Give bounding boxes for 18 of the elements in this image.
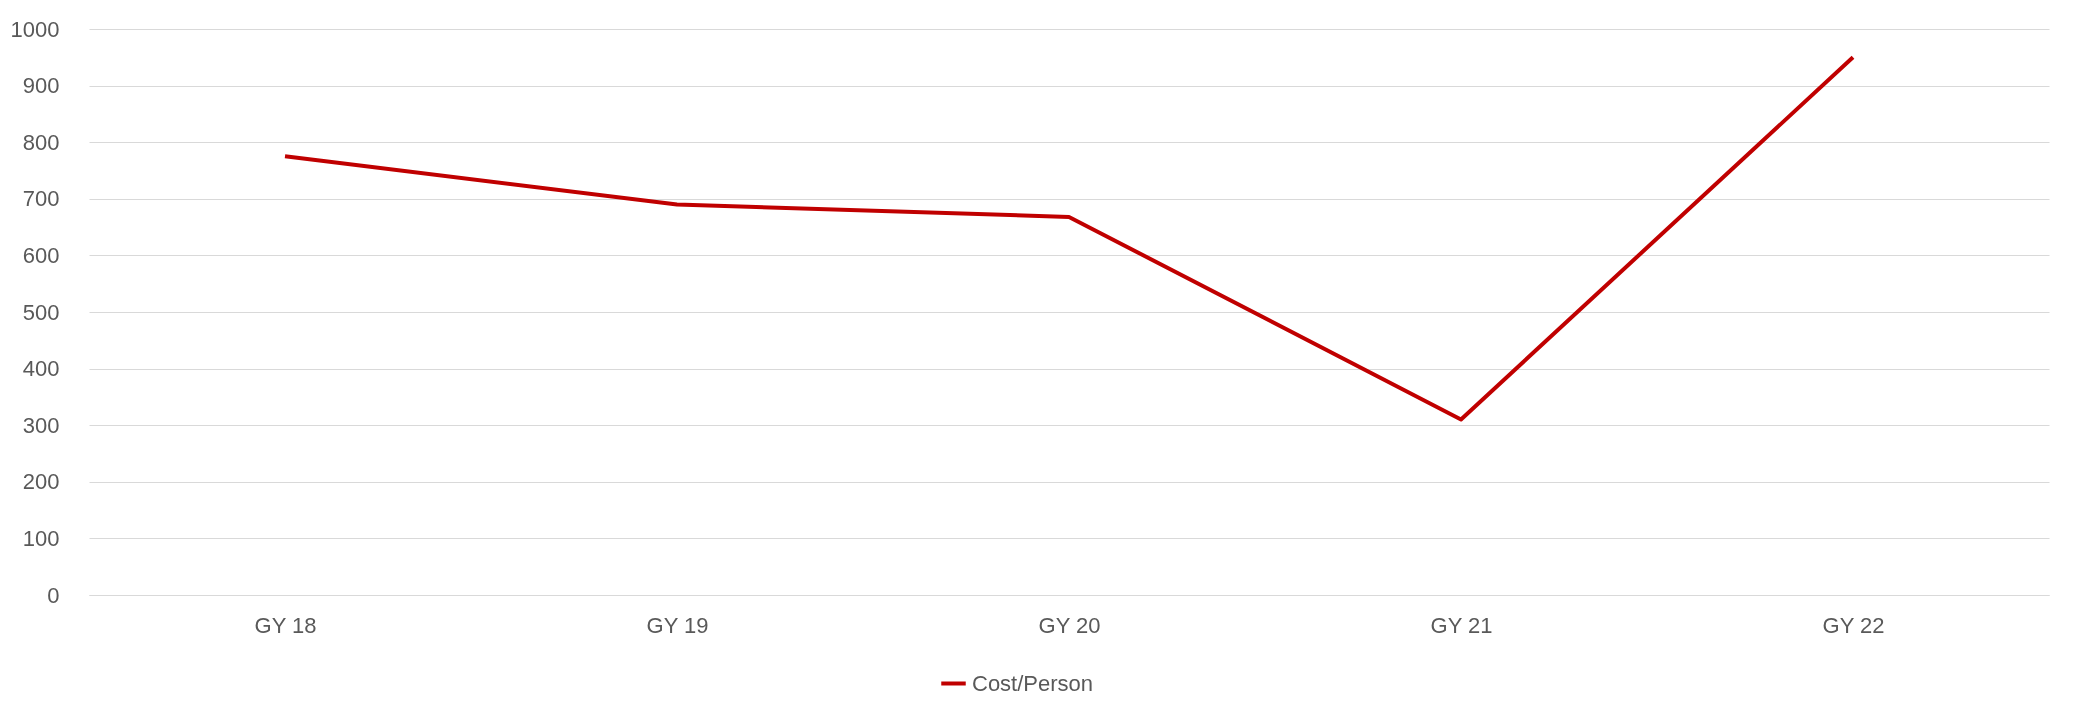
y-tick-label: 800 [22, 129, 60, 155]
legend-label: Cost/Person [972, 670, 1094, 696]
y-tick-label: 0 [47, 582, 60, 608]
x-tick-label: GY 21 [1430, 612, 1493, 638]
line-series [283, 55, 1855, 422]
y-tick-label: 300 [22, 412, 60, 438]
x-tick-label: GY 20 [1038, 612, 1101, 638]
x-tick-label: GY 18 [254, 612, 317, 638]
y-tick-label: 500 [22, 299, 60, 325]
x-tick-label: GY 19 [646, 612, 709, 638]
x-tick-label: GY 22 [1822, 612, 1885, 638]
y-tick-label: 1000 [10, 16, 60, 42]
y-tick-label: 700 [22, 186, 60, 212]
y-tick-label: 200 [22, 469, 60, 495]
y-tick-label: 100 [22, 525, 60, 551]
y-tick-label: 600 [22, 242, 60, 268]
y-tick-label: 400 [22, 356, 60, 382]
y-tick-label: 900 [22, 73, 60, 99]
